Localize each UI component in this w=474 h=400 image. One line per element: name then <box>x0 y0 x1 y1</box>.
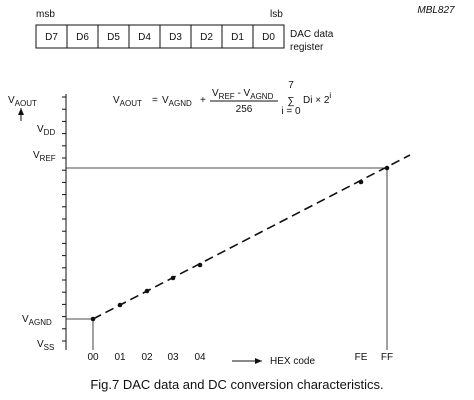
x-label: 03 <box>167 352 179 363</box>
v: V <box>37 339 44 350</box>
points <box>90 165 390 322</box>
msb-label: msb <box>36 9 55 20</box>
point <box>358 179 364 185</box>
sub: REF <box>40 154 56 163</box>
sum-symbol: ∑ <box>287 96 294 107</box>
x-label: 01 <box>114 352 126 363</box>
x-label: 00 <box>87 352 99 363</box>
formula-lhs: VAOUT <box>113 95 142 108</box>
point <box>117 302 123 308</box>
sub: AGND <box>29 318 52 327</box>
x-label: 02 <box>141 352 153 363</box>
bit-label: D3 <box>169 32 182 43</box>
bit-label: D7 <box>45 32 58 43</box>
exponent: i <box>329 91 331 100</box>
bit-label: D1 <box>231 32 244 43</box>
formula-denominator: 256 <box>236 104 253 115</box>
x-axis-title: HEX code <box>270 356 315 367</box>
caption: Fig.7 DAC data and DC conversion charact… <box>90 377 383 392</box>
sub: AGND <box>169 99 192 108</box>
bit-label: D2 <box>200 32 213 43</box>
y-axis-label: VAOUT <box>8 95 37 108</box>
x-label: FE <box>355 352 368 363</box>
register-label: register <box>290 42 324 53</box>
bit-label: D0 <box>262 32 275 43</box>
v: V <box>162 95 169 106</box>
v: V <box>113 95 120 106</box>
sub: DD <box>44 128 56 137</box>
v: V <box>22 314 29 325</box>
point <box>197 262 203 268</box>
formula-eq: = <box>152 95 158 106</box>
formula-summand: Di × 2i <box>303 91 331 106</box>
lsb-label: lsb <box>270 9 283 20</box>
figure-id: MBL827 <box>417 5 455 16</box>
transfer-line <box>92 154 411 320</box>
summand: Di × 2 <box>303 95 330 106</box>
v: - V <box>235 88 251 99</box>
sub: REF <box>219 92 235 101</box>
point <box>170 275 176 281</box>
x-label: 04 <box>194 352 206 363</box>
bit-label: D5 <box>107 32 120 43</box>
formula-numerator: VREF - VAGND <box>212 88 274 101</box>
point <box>144 288 150 294</box>
register: D7 D6 D5 D4 D3 D2 D1 D0 <box>35 24 285 49</box>
sum-bottom: i = 0 <box>281 106 301 117</box>
v: V <box>33 150 40 161</box>
level-label: VREF <box>33 150 56 163</box>
x-labels: 00 01 02 03 04 FE FF <box>87 352 393 363</box>
sub: AGND <box>250 92 273 101</box>
v: V <box>8 95 15 106</box>
bit-label: D6 <box>76 32 89 43</box>
level-label: VAGND <box>22 314 52 327</box>
bit-label: D4 <box>138 32 151 43</box>
point <box>384 165 390 171</box>
sub: SS <box>44 343 55 352</box>
v: V <box>37 124 44 135</box>
level-label: VDD <box>37 124 55 137</box>
x-label: FF <box>381 352 393 363</box>
register-label: DAC data <box>290 29 334 40</box>
formula-plus: + <box>200 95 206 106</box>
sub: AOUT <box>120 99 142 108</box>
sum-top: 7 <box>288 80 294 91</box>
level-label: VSS <box>37 339 54 352</box>
sub: AOUT <box>15 99 37 108</box>
v: V <box>212 88 219 99</box>
y-ticks <box>62 96 66 342</box>
formula-term: VAGND <box>162 95 192 108</box>
point <box>90 316 96 322</box>
